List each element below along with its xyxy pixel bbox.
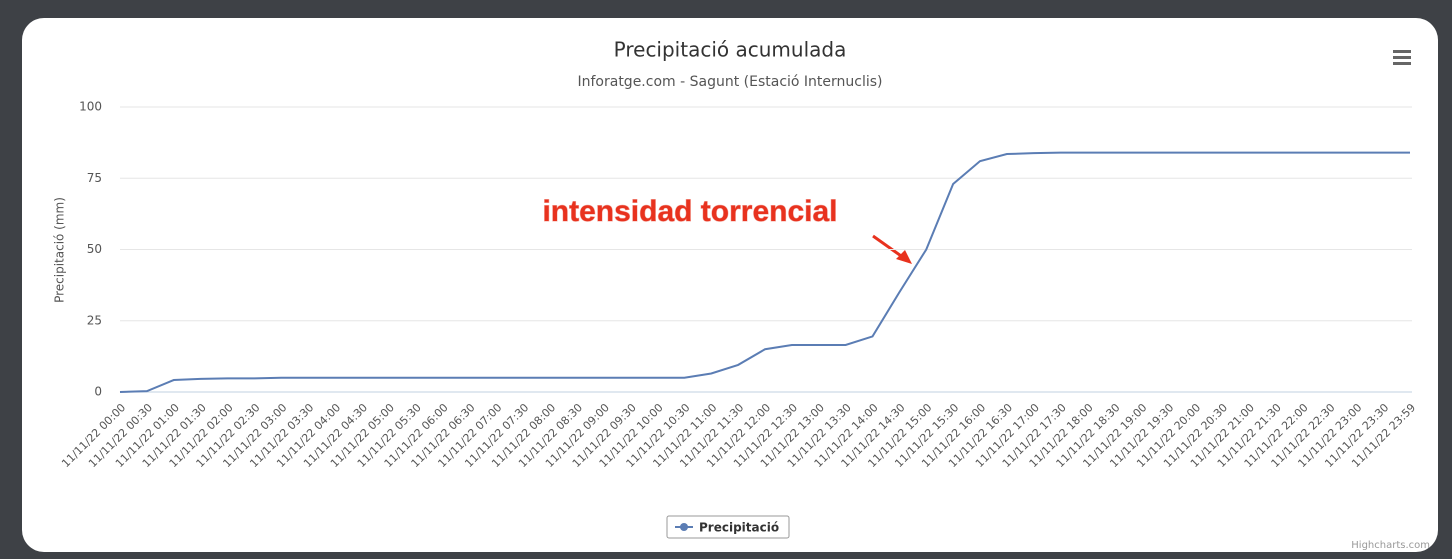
y-axis-label: Precipitació (mm) [53, 197, 67, 303]
chart-subtitle: Inforatge.com - Sagunt (Estació Internuc… [577, 74, 882, 90]
y-tick-label: 50 [87, 242, 102, 256]
credit: Highcharts.com [1351, 540, 1430, 551]
y-tick-label: 75 [87, 171, 102, 185]
annotation-arrow [872, 234, 905, 260]
chart-title: Precipitació acumulada [614, 38, 847, 62]
menu-bar[interactable] [1393, 56, 1411, 59]
legend-swatch-dot [680, 523, 688, 531]
card [22, 18, 1438, 552]
menu-bar[interactable] [1393, 62, 1411, 65]
y-tick-label: 0 [94, 385, 102, 399]
y-tick-label: 100 [79, 100, 102, 114]
series-line [119, 151, 1410, 393]
legend-label: Precipitació [699, 521, 779, 535]
annotation: intensidad torrencial [542, 195, 837, 228]
menu-bar[interactable] [1393, 50, 1411, 53]
y-tick-label: 25 [87, 313, 102, 327]
annotation-arrowhead [896, 250, 912, 264]
legend[interactable]: Precipitació [666, 515, 790, 539]
legend-box [666, 515, 790, 539]
menu-icon[interactable] [1393, 50, 1411, 65]
